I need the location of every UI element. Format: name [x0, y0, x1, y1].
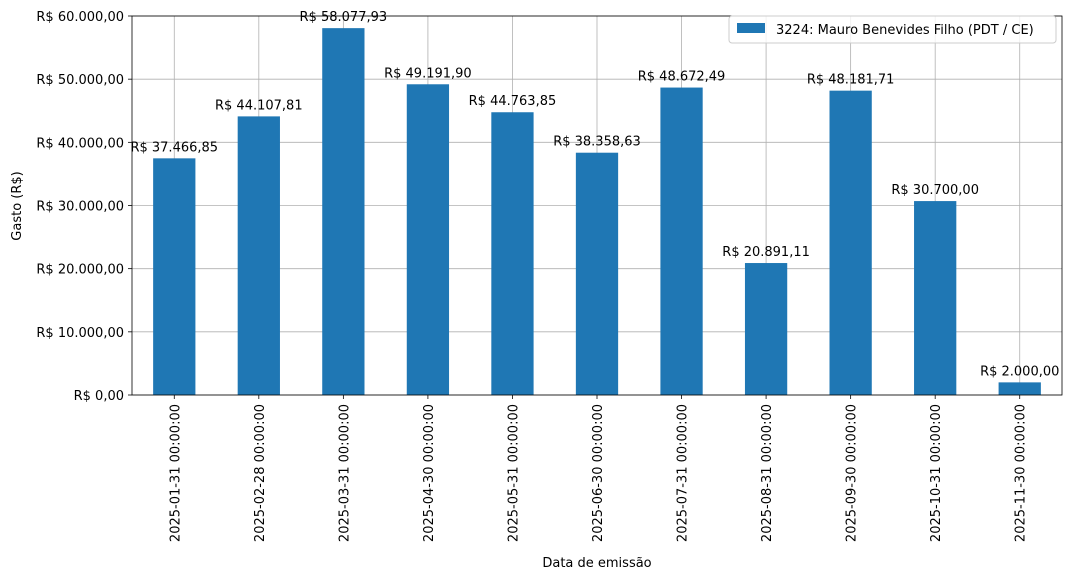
bar — [322, 28, 365, 395]
bar-value-label: R$ 48.181,71 — [807, 73, 895, 88]
x-tick-label: 2025-09-30 00:00:00 — [845, 404, 860, 542]
x-tick-label: 2025-02-28 00:00:00 — [253, 404, 268, 542]
x-tick-label: 2025-06-30 00:00:00 — [591, 404, 606, 542]
x-axis-ticks: 2025-01-31 00:00:00 2025-02-28 00:00:00 20… — [168, 395, 1029, 542]
y-tick-label: R$ 30.000,00 — [36, 200, 124, 215]
bars — [153, 28, 1041, 396]
bar — [744, 263, 788, 395]
bar-value-label: R$ 2.000,00 — [980, 364, 1059, 379]
bar-value-label: R$ 58.077,93 — [300, 10, 388, 25]
bar-value-label: R$ 48.672,49 — [638, 70, 726, 85]
bar — [575, 152, 619, 395]
bar — [914, 201, 957, 395]
y-tick-label: R$ 10.000,00 — [36, 326, 124, 341]
legend-swatch — [737, 23, 765, 33]
bar — [153, 158, 196, 395]
x-tick-label: 2025-07-31 00:00:00 — [676, 404, 691, 542]
legend: 3224: Mauro Benevides Filho (PDT / CE) — [728, 15, 1057, 44]
bar — [237, 116, 280, 395]
bar — [406, 84, 450, 395]
x-axis-label: Data de emissão — [542, 556, 651, 571]
y-axis-label: Gasto (R$) — [10, 171, 25, 240]
data-labels: R$ 37.466,85 R$ 44.107,81 R$ 58.077,93 R$ 4… — [130, 10, 1059, 379]
bar-value-label: R$ 44.107,81 — [215, 98, 303, 113]
bar-value-label: R$ 44.763,85 — [469, 94, 557, 109]
x-tick-label: 2025-05-31 00:00:00 — [506, 404, 521, 542]
x-tick-label: 2025-04-30 00:00:00 — [422, 404, 437, 542]
bar-value-label: R$ 38.358,63 — [553, 135, 641, 150]
y-axis-ticks: R$ 0,00 R$ 10.000,00 R$ 20.000,00 R$ 30.000… — [36, 10, 132, 404]
y-tick-label: R$ 0,00 — [74, 389, 124, 404]
bar-value-label: R$ 49.191,90 — [384, 66, 472, 81]
x-tick-label: 2025-03-31 00:00:00 — [337, 404, 352, 542]
x-tick-label: 2025-11-30 00:00:00 — [1014, 404, 1029, 542]
legend-box — [728, 15, 1057, 44]
bar-value-label: R$ 30.700,00 — [891, 183, 979, 198]
bar-value-label: R$ 20.891,11 — [722, 245, 810, 260]
bar — [491, 112, 534, 395]
y-tick-label: R$ 40.000,00 — [36, 136, 124, 151]
y-tick-label: R$ 20.000,00 — [36, 263, 124, 278]
legend-label: 3224: Mauro Benevides Filho (PDT / CE) — [776, 23, 1034, 38]
y-tick-label: R$ 60.000,00 — [36, 10, 124, 25]
x-tick-label: 2025-08-31 00:00:00 — [760, 404, 775, 542]
bar-value-label: R$ 37.466,85 — [130, 140, 218, 155]
x-tick-label: 2025-10-31 00:00:00 — [929, 404, 944, 542]
y-tick-label: R$ 50.000,00 — [36, 73, 124, 88]
bar — [998, 382, 1041, 395]
bar — [660, 87, 703, 396]
bar — [829, 90, 872, 396]
x-tick-label: 2025-01-31 00:00:00 — [168, 404, 183, 542]
